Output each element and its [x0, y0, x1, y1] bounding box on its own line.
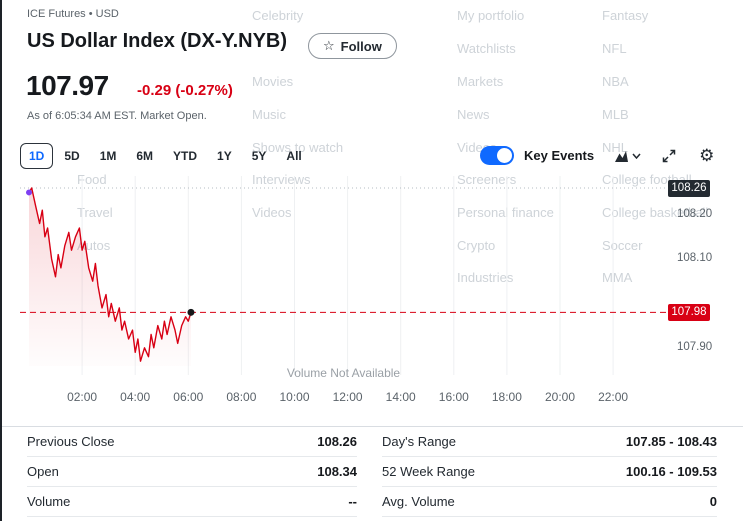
stat-label: Volume	[27, 494, 71, 509]
exchange-label: ICE Futures • USD	[27, 8, 119, 20]
x-axis-label: 06:00	[173, 390, 204, 404]
range-tab-6m[interactable]: 6M	[127, 143, 162, 169]
ghost-menu-item: Crypto	[457, 238, 496, 253]
ghost-menu-item: Screeners	[457, 172, 517, 187]
ghost-menu-item: Music	[252, 107, 286, 122]
range-tab-1m[interactable]: 1M	[91, 143, 126, 169]
x-axis-label: 08:00	[226, 390, 257, 404]
ghost-menu-item: Industries	[457, 270, 514, 285]
stat-value: 100.16 - 109.53	[625, 464, 717, 479]
star-icon: ☆	[323, 38, 335, 53]
stat-value: 108.26	[317, 434, 357, 449]
stat-value: 107.85 - 108.43	[625, 434, 717, 449]
prev-close-badge: 108.26	[668, 179, 710, 197]
stats-column-left: Previous Close 108.26 Open 108.34 Volume --	[27, 427, 357, 517]
ghost-menu-item: NBA	[602, 74, 629, 89]
stat-row: Volume --	[27, 487, 357, 517]
x-axis-label: 20:00	[544, 390, 576, 404]
x-axis-label: 18:00	[491, 390, 522, 404]
range-tab-ytd[interactable]: YTD	[164, 143, 206, 169]
ghost-menu-item: Travel	[77, 205, 113, 220]
ghost-menu-item: Soccer	[602, 238, 643, 253]
price-chart-svg	[20, 176, 667, 375]
ghost-menu-item: Interviews	[252, 172, 311, 187]
stat-row: Open 108.34	[27, 457, 357, 487]
y-axis-label: 107.90	[677, 340, 713, 353]
range-tab-1d[interactable]: 1D	[20, 143, 54, 169]
y-axis-label: 108.20	[677, 207, 713, 220]
ghost-menu-item: Movies	[252, 74, 294, 89]
ghost-menu-item: MLB	[602, 107, 629, 122]
ghost-menu-item: Watchlists	[457, 41, 516, 56]
ghost-menu-item: College basketball	[602, 205, 709, 220]
chart-controls: Key Events ⚙	[480, 145, 716, 166]
x-axis-label: 14:00	[385, 390, 416, 404]
stat-label: Open	[27, 464, 59, 479]
page-title: US Dollar Index (DX-Y.NYB)	[27, 30, 294, 53]
last-price-badge: 107.98	[668, 303, 710, 321]
ghost-menu-item: My portfolio	[457, 8, 525, 23]
stat-value: --	[348, 494, 357, 509]
stat-label: Previous Close	[27, 434, 115, 449]
ghost-menu-item: Celebrity	[252, 8, 304, 23]
ghost-menu-item: Shows to watch	[252, 140, 344, 155]
range-tab-5y[interactable]: 5Y	[243, 143, 276, 169]
ghost-menu-item: Videos	[252, 205, 292, 220]
stat-row: Previous Close 108.26	[27, 427, 357, 457]
toggle-knob	[497, 148, 512, 163]
ghost-menu-item: MMA	[602, 270, 633, 285]
ghost-menu-item: NHL	[602, 140, 629, 155]
x-axis-label: 02:00	[67, 390, 98, 404]
as-of-timestamp: As of 6:05:34 AM EST. Market Open.	[27, 110, 207, 122]
y-axis-label: 108.10	[677, 252, 713, 265]
key-events-label: Key Events	[524, 148, 595, 163]
ghost-menu-item: News	[457, 107, 490, 122]
stat-row: 52 Week Range 100.16 - 109.53	[382, 457, 717, 487]
x-axis-label: 16:00	[438, 390, 469, 404]
stat-label: Avg. Volume	[382, 494, 455, 509]
ghost-menu-item: Markets	[457, 74, 504, 89]
x-axis-label: 12:00	[332, 390, 363, 404]
range-tab-1y[interactable]: 1Y	[208, 143, 241, 169]
follow-button-label: Follow	[340, 38, 382, 54]
follow-button[interactable]: ☆ Follow	[308, 33, 397, 59]
ghost-menu-item: NFL	[602, 41, 627, 56]
stat-value: 108.34	[317, 464, 357, 479]
range-tabs: 1D 5D 1M 6M YTD 1Y 5Y All	[20, 143, 311, 169]
key-events-toggle[interactable]	[480, 146, 514, 165]
stat-label: 52 Week Range	[382, 464, 475, 479]
x-axis-label: 10:00	[279, 390, 310, 404]
stat-label: Day's Range	[382, 434, 457, 449]
x-axis-label: 22:00	[598, 390, 629, 404]
range-tab-5d[interactable]: 5D	[55, 143, 88, 169]
stat-value: 0	[709, 494, 717, 509]
x-axis-label: 04:00	[120, 390, 151, 404]
quote-statistics: Previous Close 108.26 Open 108.34 Volume -- D…	[2, 426, 743, 517]
gear-icon: ⚙	[699, 146, 715, 165]
ghost-menu-item: Fantasy	[602, 8, 649, 23]
stat-row: Day's Range 107.85 - 108.43	[382, 427, 717, 457]
price-chart[interactable]: Volume Not Available 108.26 108.20 108.10 1…	[2, 170, 743, 420]
volume-note: Volume Not Available	[286, 366, 401, 380]
stat-row: Avg. Volume 0	[382, 487, 717, 517]
stats-column-right: Day's Range 107.85 - 108.43 52 Week Range 1…	[382, 427, 717, 517]
fullscreen-button[interactable]	[659, 146, 679, 166]
chevron-down-icon	[632, 153, 641, 159]
range-tab-all[interactable]: All	[277, 143, 310, 169]
ghost-menu-item: Personal finance	[457, 205, 554, 220]
mountain-chart-icon	[615, 150, 629, 162]
price-change: -0.29 (-0.27%)	[137, 82, 233, 99]
chart-type-button[interactable]	[612, 147, 643, 165]
ghost-menu-item: Food	[77, 172, 107, 187]
current-price: 107.97	[26, 70, 109, 101]
chart-settings-button[interactable]: ⚙	[697, 145, 716, 166]
expand-icon	[662, 149, 676, 162]
